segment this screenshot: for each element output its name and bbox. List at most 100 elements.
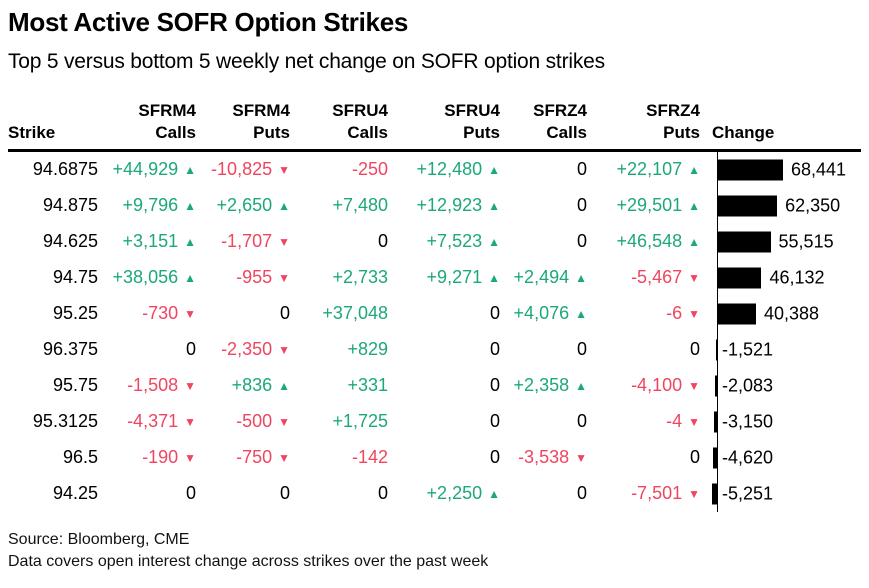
- cell-z4p: +46,548 ▲: [587, 224, 700, 260]
- column-header-line1: SFRZ4: [533, 100, 587, 120]
- up-triangle-icon: ▲: [184, 235, 196, 250]
- change-value-label: 55,515: [778, 231, 834, 252]
- cell-m4p: -750 ▼: [196, 440, 290, 476]
- table-header-row: Strike SFRM4 Calls SFRM4 Puts SFRU4 Calls SFRU4…: [8, 99, 861, 152]
- net-change-value: 0: [689, 447, 700, 468]
- column-header-z4p: SFRZ4 Puts: [587, 99, 700, 152]
- strike-value: 94.25: [52, 483, 98, 504]
- cell-m4c: 0: [98, 332, 196, 368]
- net-change-value: 0: [576, 483, 587, 504]
- net-change-value: +4,076: [513, 303, 570, 324]
- down-triangle-icon: ▼: [184, 379, 196, 394]
- change-bar: [717, 267, 762, 289]
- net-change-value: 0: [576, 339, 587, 360]
- strike-value: 94.875: [42, 195, 98, 216]
- column-header-line1: SFRU4: [444, 100, 500, 120]
- cell-m4c: -190 ▼: [98, 440, 196, 476]
- net-change-value: -4: [666, 411, 683, 432]
- net-change-value: 0: [185, 483, 196, 504]
- net-change-value: -7,501: [631, 483, 683, 504]
- cell-u4c: +829: [290, 332, 388, 368]
- cell-u4p: 0: [388, 296, 500, 332]
- cell-m4c: 0: [98, 476, 196, 512]
- net-change-value: +12,923: [416, 195, 483, 216]
- cell-change: -4,620: [700, 439, 861, 476]
- cell-u4p: 0: [388, 404, 500, 440]
- zero-axis-line: [717, 403, 718, 440]
- change-value-label: 46,132: [769, 267, 825, 288]
- down-triangle-icon: ▼: [184, 307, 196, 322]
- change-bar-cell: 55,515: [700, 223, 861, 260]
- cell-m4c: +9,796 ▲: [98, 188, 196, 224]
- up-triangle-icon: ▲: [575, 379, 587, 394]
- change-value-label: 62,350: [785, 195, 841, 216]
- cell-m4p: -955 ▼: [196, 260, 290, 296]
- cell-m4c: +44,929 ▲: [98, 150, 196, 188]
- down-triangle-icon: ▼: [278, 235, 290, 250]
- change-bar-cell: 46,132: [700, 259, 861, 296]
- net-change-value: -500: [236, 411, 273, 432]
- net-change-value: 0: [576, 195, 587, 216]
- net-change-value: -250: [351, 159, 388, 180]
- cell-m4c: -1,508 ▼: [98, 368, 196, 404]
- net-change-value: 0: [576, 231, 587, 252]
- cell-z4p: +22,107 ▲: [587, 150, 700, 188]
- cell-m4p: -2,350 ▼: [196, 332, 290, 368]
- up-triangle-icon: ▲: [184, 199, 196, 214]
- column-header-line2: Calls: [155, 122, 196, 142]
- net-change-value: +7,523: [426, 231, 483, 252]
- cell-change: -5,251: [700, 475, 861, 512]
- cell-z4c: 0: [500, 188, 587, 224]
- cell-change: 62,350: [700, 187, 861, 224]
- up-triangle-icon: ▲: [278, 379, 290, 394]
- cell-z4p: -4,100 ▼: [587, 368, 700, 404]
- net-change-value: +7,480: [332, 195, 388, 216]
- strike-value: 94.625: [42, 231, 98, 252]
- zero-axis-line: [717, 331, 718, 368]
- net-change-value: -730: [142, 303, 179, 324]
- net-change-value: +2,494: [513, 267, 570, 288]
- cell-m4p: +2,650 ▲: [196, 188, 290, 224]
- strike-value: 94.75: [52, 267, 98, 288]
- cell-m4p: -10,825 ▼: [196, 150, 290, 188]
- column-header-m4c: SFRM4 Calls: [98, 99, 196, 152]
- cell-change: 55,515: [700, 223, 861, 260]
- change-value-label: 40,388: [763, 303, 819, 324]
- up-triangle-icon: ▲: [575, 271, 587, 286]
- cell-z4c: +2,494 ▲: [500, 260, 587, 296]
- table-row: 94.6875 +44,929 ▲ -10,825 ▼ -250 +12,480 ▲ 0 +22,…: [8, 150, 861, 188]
- cell-u4p: +9,271 ▲: [388, 260, 500, 296]
- chart-footer: Source: Bloomberg, CME Data covers open …: [8, 529, 861, 573]
- up-triangle-icon: ▲: [278, 199, 290, 214]
- change-value-label: 68,441: [791, 159, 847, 180]
- column-header-line2: Calls: [347, 122, 388, 142]
- net-change-value: -6: [666, 303, 683, 324]
- net-change-value: -1,707: [221, 231, 273, 252]
- up-triangle-icon: ▲: [184, 163, 196, 178]
- up-triangle-icon: ▲: [488, 163, 500, 178]
- down-triangle-icon: ▼: [688, 379, 700, 394]
- net-change-value: +38,056: [112, 267, 179, 288]
- cell-z4c: 0: [500, 150, 587, 188]
- net-change-value: +1,725: [332, 411, 388, 432]
- table-row: 94.625 +3,151 ▲ -1,707 ▼ 0 +7,523 ▲ 0 +46,548 ▲ 55,…: [8, 223, 861, 260]
- cell-change: -1,521: [700, 331, 861, 368]
- net-change-value: +29,501: [616, 195, 683, 216]
- net-change-value: +9,271: [426, 267, 483, 288]
- cell-m4p: +836 ▲: [196, 368, 290, 404]
- up-triangle-icon: ▲: [488, 235, 500, 250]
- strike-value: 95.3125: [32, 411, 98, 432]
- net-change-value: +46,548: [616, 231, 683, 252]
- column-header-strike: Strike: [8, 99, 98, 152]
- column-header-line1: SFRM4: [232, 100, 290, 120]
- cell-u4c: -142: [290, 440, 388, 476]
- page-title: Most Active SOFR Option Strikes: [8, 7, 409, 37]
- net-change-value: -1,508: [127, 375, 179, 396]
- net-change-value: -142: [351, 447, 388, 468]
- net-change-value: -4,100: [631, 375, 683, 396]
- up-triangle-icon: ▲: [575, 307, 587, 322]
- net-change-value: 0: [279, 483, 290, 504]
- down-triangle-icon: ▼: [278, 415, 290, 430]
- zero-axis-line: [717, 439, 718, 476]
- net-change-value: +829: [347, 339, 388, 360]
